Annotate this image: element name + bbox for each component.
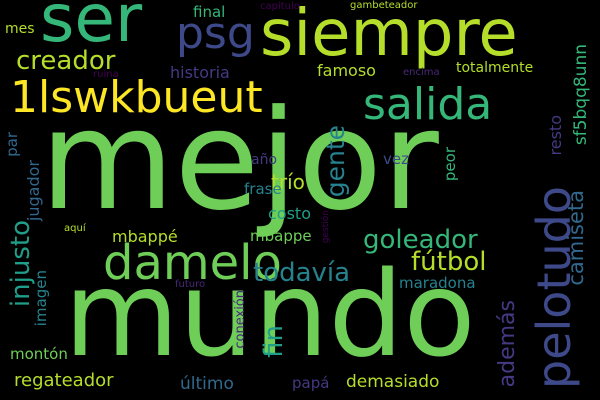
word-capitulo: capitulo: [260, 1, 300, 12]
word-imagen: imagen: [32, 270, 50, 327]
word-mes: mes: [5, 21, 35, 37]
word-papa: papá: [292, 374, 330, 392]
word-ano: año: [251, 152, 278, 168]
word-mundo: mundo: [64, 245, 476, 383]
word-goleador: goleador: [363, 225, 478, 255]
word-camiseta: camiseta: [564, 190, 588, 286]
word-monton: montón: [10, 345, 68, 363]
word-creador: creador: [16, 46, 116, 76]
word-1lswkbueut: 1lswkbueut: [10, 72, 263, 123]
word-totalmente: totalmente: [456, 60, 534, 76]
word-costo: costo: [268, 204, 311, 223]
word-maradona: maradona: [399, 274, 476, 292]
word-ademas: además: [495, 300, 520, 388]
word-psg: psg: [176, 8, 255, 59]
word-famoso: famoso: [317, 61, 376, 80]
word-gente: gente: [321, 125, 350, 198]
word-final: final: [193, 3, 226, 21]
word-ruina: ruina: [93, 69, 119, 80]
word-vez: vez: [383, 150, 409, 168]
word-peor: peor: [441, 147, 459, 182]
word-resto: resto: [546, 115, 565, 156]
word-futbol: fútbol: [411, 247, 487, 277]
word-siempre: siempre: [260, 0, 518, 71]
word-conexion: conexión: [233, 290, 248, 349]
word-mbappe-accent: mbappé: [112, 227, 178, 246]
word-gambeteador: gambeteador: [350, 0, 418, 11]
word-trio: trío: [271, 170, 305, 194]
word-historia: historia: [170, 63, 230, 82]
word-futuro: futuro: [175, 279, 206, 290]
word-fin: fin: [259, 325, 289, 358]
word-ultimo: último: [180, 374, 234, 394]
word-salida: salida: [363, 79, 493, 130]
word-regateador: regateador: [14, 370, 114, 391]
word-jugador: jugador: [24, 160, 43, 222]
word-mejor: mejor: [40, 80, 439, 241]
word-damelo: damelo: [103, 235, 282, 291]
word-mbappe: mbappe: [250, 227, 312, 245]
word-sf5bqq8unn: sf5bqq8unn: [571, 44, 591, 146]
word-gestion: gestión: [321, 210, 331, 244]
word-todavia: todavía: [253, 258, 351, 288]
word-demasiado: demasiado: [346, 372, 440, 392]
word-ser: ser: [40, 0, 143, 57]
word-aqui: aquí: [64, 223, 86, 234]
word-injusto: injusto: [6, 220, 36, 308]
word-encima: encima: [403, 67, 440, 78]
word-frase: frase: [244, 180, 282, 198]
word-par: par: [3, 132, 21, 157]
